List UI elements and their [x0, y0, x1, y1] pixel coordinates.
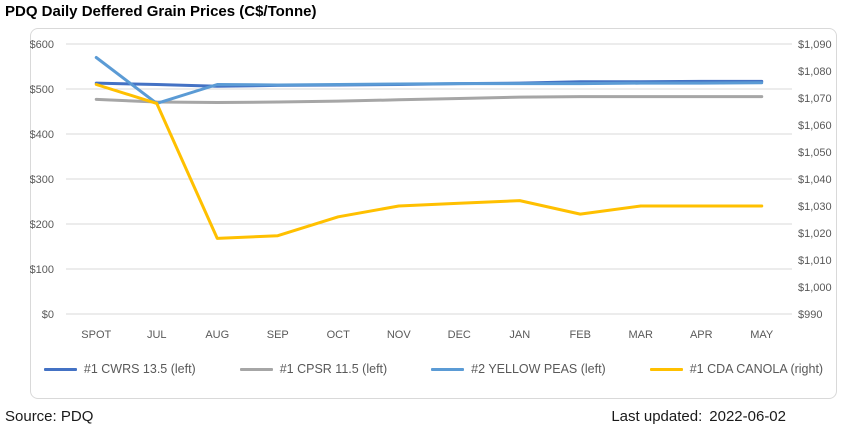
series-line — [94, 95, 764, 104]
legend-item: #1 CWRS 13.5 (left) — [43, 362, 196, 376]
right-axis-tick: $1,000 — [798, 282, 832, 294]
last-updated-label: Last updated: — [611, 408, 703, 425]
left-axis-tick: $200 — [30, 219, 54, 231]
right-axis-tick: $1,030 — [798, 201, 832, 213]
x-axis-label: OCT — [327, 329, 351, 341]
series-line — [94, 83, 764, 240]
right-axis-tick: $1,010 — [798, 255, 832, 267]
line-chart: $0 $100 $200 $300 $400 $500 $600 $990 $1,000 $1,0… — [30, 39, 832, 341]
x-axis-label: DEC — [448, 329, 471, 341]
right-axis-tick: $1,040 — [798, 174, 832, 186]
x-axis-label: FEB — [570, 329, 591, 341]
legend-item: #1 CPSR 11.5 (left) — [239, 362, 388, 376]
x-axis-label: APR — [690, 329, 713, 341]
series-line — [94, 56, 764, 105]
legend-swatch — [43, 367, 77, 371]
right-axis-tick: $1,050 — [798, 147, 832, 159]
right-axis-tick: $1,060 — [798, 120, 832, 132]
left-axis-tick: $600 — [30, 39, 54, 51]
right-axis-tick: $1,090 — [798, 39, 832, 51]
x-axis-label: JUL — [147, 329, 167, 341]
x-axis-label: SEP — [267, 329, 289, 341]
legend-label: #2 YELLOW PEAS (left) — [471, 362, 606, 376]
left-axis-tick: $100 — [30, 264, 54, 276]
x-axis-label: MAY — [750, 329, 774, 341]
left-axis-tick: $400 — [30, 129, 54, 141]
legend-label: #1 CPSR 11.5 (left) — [279, 362, 388, 376]
legend-label: #1 CWRS 13.5 (left) — [83, 362, 196, 376]
legend-swatch — [649, 367, 683, 371]
right-axis-tick: $1,020 — [798, 228, 832, 240]
left-axis-tick: $500 — [30, 84, 54, 96]
left-axis-tick: $300 — [30, 174, 54, 186]
last-updated: Last updated: 2022-06-02 — [611, 408, 786, 425]
left-axis-tick: $0 — [42, 309, 54, 321]
legend: #1 CWRS 13.5 (left) #1 CPSR 11.5 (left) #2… — [31, 362, 836, 376]
legend-item: #2 YELLOW PEAS (left) — [431, 362, 606, 376]
x-axis-label: SPOT — [81, 329, 111, 341]
source-label: Source: PDQ — [5, 408, 94, 425]
x-axis-label: NOV — [387, 329, 412, 341]
legend-swatch — [239, 367, 273, 371]
legend-label: #1 CDA CANOLA (right) — [689, 362, 824, 376]
x-axis-label: AUG — [205, 329, 229, 341]
right-axis-tick: $990 — [798, 309, 822, 321]
legend-swatch — [431, 367, 465, 371]
x-axis-label: JAN — [509, 329, 530, 341]
last-updated-value: 2022-06-02 — [709, 408, 786, 425]
right-axis-tick: $1,080 — [798, 66, 832, 78]
legend-item: #1 CDA CANOLA (right) — [649, 362, 824, 376]
page-title: PDQ Daily Deffered Grain Prices (C$/Tonn… — [5, 3, 317, 20]
right-axis-tick: $1,070 — [798, 93, 832, 105]
x-axis-label: MAR — [629, 329, 654, 341]
chart-container: $0 $100 $200 $300 $400 $500 $600 $990 $1,000 $1,0… — [30, 28, 837, 399]
